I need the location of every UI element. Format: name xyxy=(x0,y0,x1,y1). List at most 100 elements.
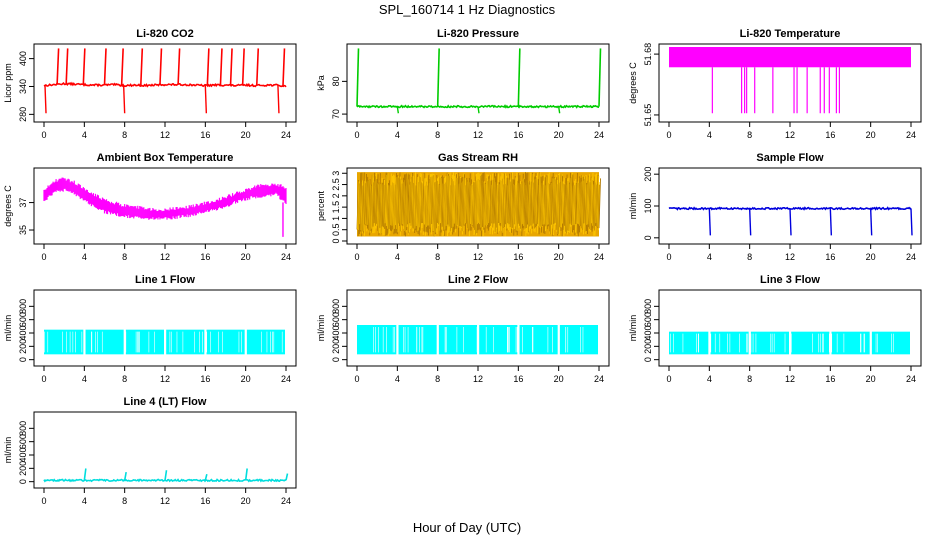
band-mark xyxy=(372,172,376,227)
band-mark xyxy=(433,181,437,237)
x-tick-label: 12 xyxy=(473,252,483,262)
band-mark xyxy=(413,172,416,232)
band-mark xyxy=(561,181,564,228)
band-mark xyxy=(449,178,452,232)
band-mark xyxy=(573,178,577,226)
band-mark xyxy=(566,177,570,235)
x-tick-label: 24 xyxy=(281,130,291,140)
x-tick-label: 20 xyxy=(554,252,564,262)
band-mark xyxy=(411,182,415,229)
panel-line-2-flow: Line 2 Flow ml/min 0 4 8 12 16 20 24 0 20040060080… xyxy=(316,274,610,384)
band-mark xyxy=(440,177,443,224)
band-mark xyxy=(521,173,524,236)
x-tick-label: 16 xyxy=(200,252,210,262)
band-mark xyxy=(557,173,561,235)
band-mark xyxy=(485,174,488,226)
band-mark xyxy=(551,178,555,229)
band-mark xyxy=(408,181,411,234)
band-mark xyxy=(425,173,428,236)
band-mark xyxy=(500,172,503,224)
plot-area xyxy=(668,206,913,236)
band-mark xyxy=(479,173,482,225)
y-tick-label: 70 xyxy=(331,109,341,119)
panel-title: Line 2 Flow xyxy=(448,274,508,286)
panel-ylabel: ml/min xyxy=(628,193,638,220)
panel-title: Line 4 (LT) Flow xyxy=(124,396,207,408)
x-tick-label: 4 xyxy=(82,374,87,384)
spike-down-mark xyxy=(829,208,833,236)
gap-mark xyxy=(910,329,913,357)
band-mark xyxy=(572,180,576,226)
band-mark xyxy=(357,181,360,230)
band-mark xyxy=(531,182,535,229)
spike-down-mark xyxy=(557,106,561,114)
band-mark xyxy=(581,180,585,229)
x-tick-label: 20 xyxy=(241,374,251,384)
band-mark xyxy=(512,179,515,228)
gap-mark xyxy=(598,323,601,357)
band-mark xyxy=(576,181,579,235)
band-mark xyxy=(537,172,540,225)
y-tick-label: 0 xyxy=(331,357,341,362)
x-tick-label: 12 xyxy=(160,252,170,262)
band-mark xyxy=(508,181,512,225)
panel-line-4-lt-flow: Line 4 (LT) Flow ml/min 0 4 8 12 16 20 24 0 200400… xyxy=(3,396,297,506)
x-tick-label: 12 xyxy=(160,130,170,140)
band-mark xyxy=(534,172,537,229)
band-mark xyxy=(593,174,596,236)
band-mark xyxy=(429,173,433,228)
x-tick-label: 16 xyxy=(200,374,210,384)
spike-down-mark xyxy=(44,85,47,114)
band-mark xyxy=(522,179,525,229)
x-tick-label: 24 xyxy=(281,496,291,506)
panel-sample-flow: Sample Flow ml/min 0 4 8 12 16 20 24 0 100 200 xyxy=(628,152,922,262)
x-tick-label: 0 xyxy=(41,130,46,140)
band-mark xyxy=(442,177,445,237)
band-mark xyxy=(399,179,403,236)
spike-up-mark xyxy=(120,48,124,86)
band-mark xyxy=(368,179,371,231)
band-mark xyxy=(551,173,554,225)
band-mark xyxy=(403,180,406,230)
gap-mark xyxy=(436,323,439,357)
x-tick-label: 16 xyxy=(200,130,210,140)
band-mark xyxy=(481,173,484,237)
band-mark xyxy=(429,176,432,229)
x-tick-label: 24 xyxy=(281,374,291,384)
band-mark xyxy=(570,174,574,225)
band-mark xyxy=(458,176,461,228)
y-tick-label: 800 xyxy=(643,299,653,314)
gap-mark xyxy=(244,327,247,357)
band-mark xyxy=(363,183,366,234)
x-tick-label: 24 xyxy=(594,374,604,384)
x-tick-label: 20 xyxy=(554,130,564,140)
band-mark xyxy=(567,182,570,231)
band-mark xyxy=(368,184,372,233)
band-mark xyxy=(475,172,479,236)
panel-ylabel: percent xyxy=(316,190,326,221)
band-mark xyxy=(493,176,497,224)
x-tick-label: 12 xyxy=(473,130,483,140)
panel-li-820-pressure: Li-820 Pressure kPa 0 4 8 12 16 20 24 70 80 xyxy=(316,28,610,140)
band-mark xyxy=(395,175,399,234)
band-mark xyxy=(361,185,364,237)
band-mark xyxy=(401,177,404,226)
band-mark xyxy=(532,176,536,224)
band-mark xyxy=(444,175,448,230)
band-mark xyxy=(509,172,513,228)
band-mark xyxy=(362,172,365,232)
band-mark xyxy=(483,182,486,230)
series-band xyxy=(669,47,911,68)
band-mark xyxy=(598,178,601,229)
y-tick-label: 600 xyxy=(18,312,28,327)
x-tick-label: 8 xyxy=(122,496,127,506)
x-tick-label: 4 xyxy=(82,130,87,140)
band-mark xyxy=(422,178,426,235)
plot-area xyxy=(43,468,289,483)
band-mark xyxy=(378,173,381,236)
spike-up-mark xyxy=(255,48,260,86)
panel-ylabel: kPa xyxy=(316,75,326,91)
x-tick-label: 24 xyxy=(594,130,604,140)
spike-down-mark xyxy=(477,106,480,114)
